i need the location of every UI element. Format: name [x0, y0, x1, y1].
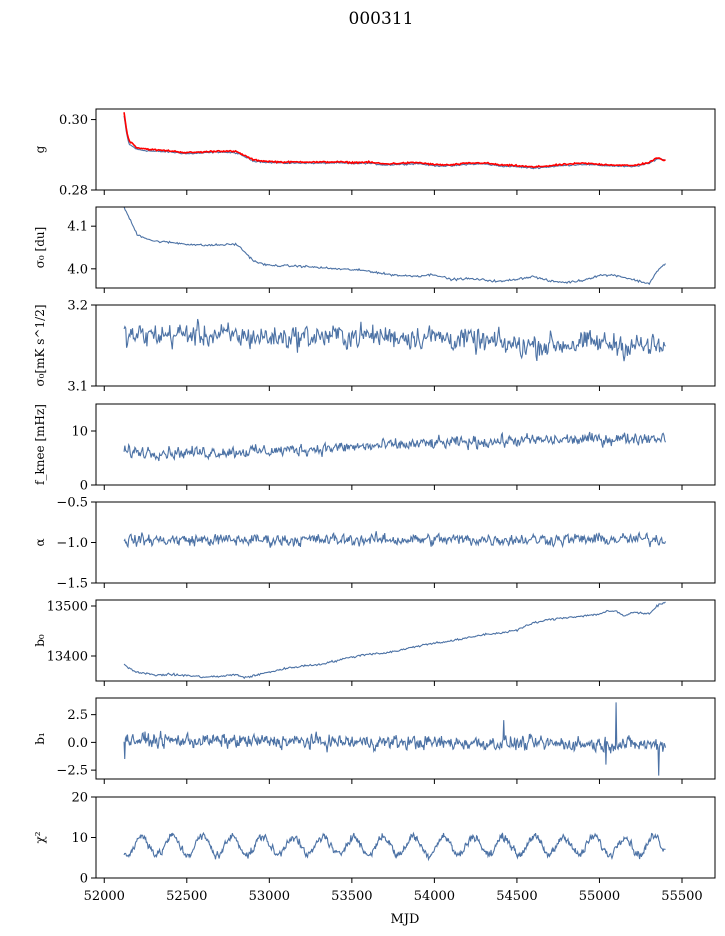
y-axis-label: χ²	[33, 831, 47, 843]
panels: 0.28 0.30 g 4.0 4.1 σ₀ [du] 3.1 3.2 σ₀[mK s^1/2]…	[33, 108, 716, 887]
panel-f-knee: 0 10 f_knee [mHz]	[33, 403, 716, 494]
x-tick-label: 52500	[166, 889, 207, 904]
x-tick-label: 53500	[331, 889, 372, 904]
y-tick-label: 13400	[47, 650, 88, 665]
panel-frame	[95, 403, 716, 486]
series-line-gain-g	[123, 115, 666, 170]
x-axis-label: MJD	[391, 912, 420, 927]
y-tick-label: 4.0	[67, 262, 88, 277]
y-tick-label: 0.0	[67, 736, 88, 751]
panel-b1: −2.5 0.0 2.5 b₁	[33, 697, 716, 784]
panel-sigma0-mks: 3.1 3.2 σ₀[mK s^1/2]	[33, 299, 716, 395]
panel-b0: 13400 13500 b₀	[33, 599, 716, 686]
panel-alpha: −1.5 −1.0 −0.5 α	[33, 496, 716, 592]
x-tick-label: 55500	[661, 889, 702, 904]
y-tick-label: −1.0	[56, 536, 88, 551]
chart-title: 000311	[349, 9, 414, 29]
y-tick-label: −0.5	[56, 496, 88, 511]
y-tick-label: 3.1	[67, 380, 88, 395]
panel-frame	[95, 697, 716, 780]
series-line-b0-b0	[123, 601, 666, 680]
y-axis-label: α	[33, 538, 47, 546]
y-axis-label: σ₀[mK s^1/2]	[33, 304, 47, 386]
panel-frame	[95, 108, 716, 191]
y-tick-label: 0.30	[59, 113, 88, 128]
y-tick-label: 10	[71, 425, 88, 440]
panel-sigma0-du: 4.0 4.1 σ₀ [du]	[33, 206, 716, 293]
panel-frame	[95, 501, 716, 584]
y-tick-label: 20	[71, 791, 88, 806]
x-tick-label: 53000	[249, 889, 290, 904]
panel-frame	[95, 796, 716, 879]
y-tick-label: 13500	[47, 600, 88, 615]
panel-chi2: 0 10 20 χ²	[33, 791, 716, 887]
panel-frame	[95, 599, 716, 682]
x-tick-label: 55000	[579, 889, 620, 904]
y-tick-label: 3.2	[67, 299, 88, 314]
series-line-sigma0-mks-sigma0_mks	[123, 318, 666, 362]
y-axis-label: f_knee [mHz]	[33, 404, 47, 485]
series-line-alpha-alpha	[123, 530, 666, 549]
y-tick-label: 0	[80, 872, 88, 887]
series-line-f-knee-f_knee	[123, 431, 666, 462]
y-tick-label: −1.5	[56, 577, 88, 592]
x-tick-label: 52000	[84, 889, 125, 904]
panel-frame	[95, 304, 716, 387]
y-axis-label: g	[33, 145, 47, 153]
y-tick-label: 0.28	[59, 184, 88, 199]
x-tick-label: 54000	[414, 889, 455, 904]
y-tick-label: −2.5	[56, 764, 88, 779]
series-line-gain-fit	[123, 112, 666, 169]
y-axis-label: b₁	[33, 732, 47, 745]
panel-frame	[95, 206, 716, 289]
y-axis-label: σ₀ [du]	[33, 227, 47, 269]
series-line-sigma0-du-sigma0_du	[123, 207, 666, 286]
panel-gain: 0.28 0.30 g	[33, 108, 716, 199]
x-tick-label: 54500	[496, 889, 537, 904]
y-axis-label: b₀	[33, 634, 47, 647]
y-tick-label: 2.5	[67, 708, 88, 723]
x-axis: 52000 52500 53000 53500 54000 54500 55000 55500	[84, 889, 703, 904]
y-tick-label: 0	[80, 479, 88, 494]
y-tick-label: 10	[71, 831, 88, 846]
series-line-chi2-chi2	[123, 831, 666, 862]
series-line-b1-b1	[123, 702, 667, 776]
y-tick-label: 4.1	[67, 220, 88, 235]
